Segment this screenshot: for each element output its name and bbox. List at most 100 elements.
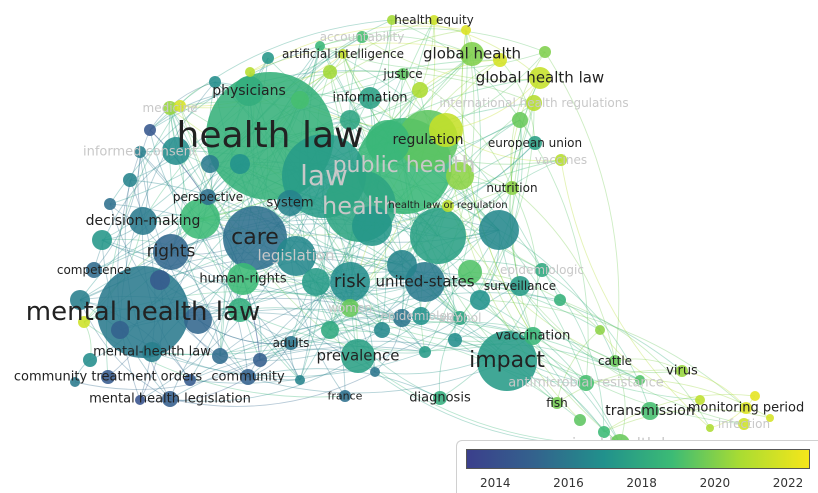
node-epidemiologic[interactable]	[535, 263, 549, 277]
node[interactable]	[212, 348, 228, 364]
node[interactable]	[554, 294, 566, 306]
keyword-label[interactable]: nutrition	[486, 181, 538, 195]
node[interactable]	[766, 414, 774, 422]
keyword-label[interactable]: information	[332, 90, 408, 106]
node-vaccines[interactable]	[555, 154, 567, 166]
node[interactable]	[340, 110, 360, 130]
keyword-label[interactable]: human-rights	[199, 271, 287, 287]
node-accountability[interactable]	[356, 31, 368, 43]
node-transmission[interactable]	[641, 402, 659, 420]
node-global-health-law[interactable]	[529, 67, 551, 89]
node-international-health-regulations[interactable]	[526, 95, 542, 111]
keyword-label[interactable]: epidemiology	[380, 309, 462, 323]
node[interactable]	[201, 155, 219, 173]
node[interactable]	[245, 67, 255, 77]
node-france[interactable]	[339, 390, 351, 402]
node[interactable]	[253, 353, 267, 367]
node-information[interactable]	[359, 87, 381, 109]
node-mental-health-law[interactable]	[142, 342, 162, 362]
keyword-label[interactable]: legislation	[257, 246, 335, 265]
node[interactable]	[387, 15, 397, 25]
keyword-label[interactable]: european union	[487, 136, 583, 150]
keyword-label[interactable]: cattle	[597, 354, 633, 368]
node[interactable]	[230, 154, 250, 174]
keyword-label[interactable]: decision-making	[85, 213, 201, 229]
node[interactable]	[539, 46, 551, 58]
node[interactable]	[598, 426, 610, 438]
keyword-label[interactable]: diagnosis	[409, 390, 471, 406]
node-rights[interactable]	[153, 234, 189, 270]
node[interactable]	[410, 208, 466, 264]
keyword-label[interactable]: artificial intelligence	[282, 47, 404, 61]
node-women[interactable]	[341, 299, 359, 317]
node[interactable]	[352, 206, 392, 246]
node-risk[interactable]	[330, 262, 370, 302]
keyword-label[interactable]: vaccination	[495, 328, 571, 344]
keyword-label[interactable]: alcohol	[438, 311, 482, 325]
node-human-rights[interactable]	[227, 263, 259, 295]
node-care[interactable]	[223, 206, 287, 270]
keyword-label[interactable]: health law or regulation	[388, 200, 508, 211]
node[interactable]	[144, 124, 156, 136]
node[interactable]	[458, 260, 482, 284]
node-artificial-intelligence[interactable]	[338, 49, 348, 59]
node[interactable]	[412, 82, 428, 98]
node[interactable]	[323, 65, 337, 79]
node-diagnosis[interactable]	[433, 391, 447, 405]
node-prevalence[interactable]	[341, 339, 375, 373]
keyword-label[interactable]: international health regulations	[439, 96, 629, 110]
node-informed-consent[interactable]	[134, 146, 146, 158]
node[interactable]	[479, 210, 519, 250]
node[interactable]	[70, 290, 90, 310]
node[interactable]	[83, 353, 97, 367]
keyword-label[interactable]: transmission	[605, 403, 695, 419]
keyword-label[interactable]: physicians	[212, 83, 286, 99]
node[interactable]	[228, 298, 252, 322]
node[interactable]	[374, 322, 390, 338]
keyword-label[interactable]: impact	[469, 348, 545, 373]
node[interactable]	[370, 367, 380, 377]
keyword-label[interactable]: epidemiologic	[500, 263, 584, 277]
node[interactable]	[393, 309, 411, 327]
node[interactable]	[209, 76, 221, 88]
node[interactable]	[315, 41, 325, 51]
node[interactable]	[448, 333, 462, 347]
node-fish[interactable]	[551, 397, 563, 409]
node[interactable]	[302, 268, 330, 296]
keyword-label[interactable]: medicine	[142, 101, 198, 115]
node-adults[interactable]	[284, 336, 298, 350]
keyword-label[interactable]: surveillance	[483, 279, 557, 293]
node-european-union[interactable]	[528, 136, 542, 150]
keyword-label[interactable]: fish	[546, 396, 568, 410]
node[interactable]	[92, 230, 112, 250]
keyword-label[interactable]: vaccines	[534, 153, 588, 167]
node-cattle[interactable]	[609, 355, 621, 367]
node[interactable]	[366, 120, 410, 164]
keyword-label[interactable]: virus	[666, 363, 698, 379]
node-nutrition[interactable]	[505, 181, 519, 195]
keyword-label[interactable]: monitoring period	[687, 400, 805, 416]
node[interactable]	[750, 391, 760, 401]
keyword-label[interactable]: accountability	[319, 30, 405, 44]
node[interactable]	[123, 173, 137, 187]
node[interactable]	[595, 325, 605, 335]
node[interactable]	[135, 395, 145, 405]
keyword-label[interactable]: adults	[272, 336, 310, 350]
keyword-label[interactable]: community treatment orders	[13, 369, 203, 385]
node-mental-health-legislation[interactable]	[162, 391, 178, 407]
keyword-label[interactable]: france	[327, 389, 363, 403]
node-vaccination[interactable]	[524, 327, 542, 345]
node-virus[interactable]	[676, 365, 688, 377]
keyword-label[interactable]: system	[266, 195, 314, 211]
node[interactable]	[493, 53, 507, 67]
keyword-label[interactable]: informed consent	[83, 144, 197, 160]
keyword-label[interactable]: justice	[383, 67, 423, 81]
node[interactable]	[295, 375, 305, 385]
node-legislation[interactable]	[276, 236, 316, 276]
node[interactable]	[574, 414, 586, 426]
node[interactable]	[446, 162, 474, 190]
keyword-label[interactable]: antimicrobial resistance	[508, 375, 664, 391]
keyword-label[interactable]: infection	[717, 417, 771, 431]
node[interactable]	[706, 424, 714, 432]
node[interactable]	[512, 112, 528, 128]
